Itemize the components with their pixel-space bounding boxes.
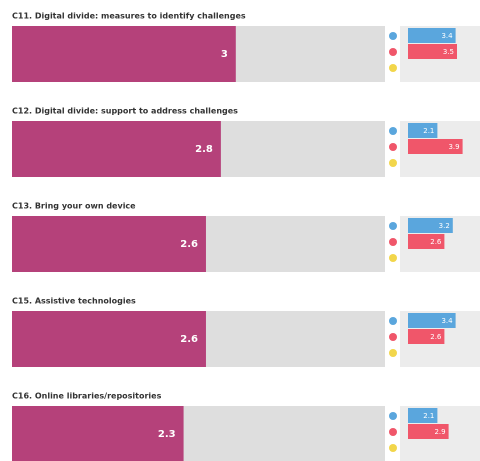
row-title: C16. Online libraries/repositories <box>12 392 162 401</box>
benchmark-bar <box>408 44 457 59</box>
benchmark-value: 3.4 <box>441 317 453 325</box>
benchmark-dot <box>389 317 397 325</box>
benchmark-bar <box>408 218 453 233</box>
benchmark-value: 3.4 <box>441 32 453 40</box>
bar <box>12 216 206 272</box>
bar-value: 2.8 <box>195 144 213 155</box>
benchmark-bar <box>408 329 445 344</box>
benchmark-dot <box>389 412 397 420</box>
benchmark-value: 2.9 <box>434 428 445 436</box>
benchmark-value: 3.5 <box>443 48 454 56</box>
benchmark-bar <box>408 424 449 439</box>
benchmark-dot <box>389 143 397 151</box>
benchmark-value: 3.2 <box>439 222 450 230</box>
benchmark-dot <box>389 254 397 262</box>
row-title: C12. Digital divide: support to address … <box>12 107 238 116</box>
benchmark-dot <box>389 428 397 436</box>
benchmark-dot <box>389 333 397 341</box>
bar <box>12 26 236 82</box>
benchmark-bar <box>408 313 456 328</box>
benchmark-bar <box>408 234 445 249</box>
benchmark-dot <box>389 349 397 357</box>
benchmark-bar <box>408 139 463 154</box>
row-title: C13. Bring your own device <box>12 202 136 211</box>
bar <box>12 121 221 177</box>
benchmark-dot <box>389 127 397 135</box>
benchmark-bar <box>408 28 456 43</box>
benchmark-value: 2.6 <box>430 238 442 246</box>
row-title: C15. Assistive technologies <box>12 297 136 306</box>
benchmark-value: 2.1 <box>423 127 434 135</box>
benchmark-dot <box>389 64 397 72</box>
benchmark-bar <box>408 408 438 423</box>
benchmark-value: 3.9 <box>448 143 459 151</box>
benchmark-dot <box>389 444 397 452</box>
bar <box>12 406 184 461</box>
benchmark-value: 2.1 <box>423 412 434 420</box>
bar-value: 2.6 <box>180 334 198 345</box>
benchmark-dot <box>389 222 397 230</box>
benchmark-value: 2.6 <box>430 333 442 341</box>
bar-value: 3 <box>221 49 228 60</box>
benchmark-dot <box>389 238 397 246</box>
benchmark-dot <box>389 48 397 56</box>
bar-value: 2.6 <box>180 239 198 250</box>
bar-value: 2.3 <box>158 429 176 440</box>
benchmark-dot <box>389 159 397 167</box>
row-title: C11. Digital divide: measures to identif… <box>12 12 246 21</box>
benchmark-bar <box>408 123 438 138</box>
benchmark-dot <box>389 32 397 40</box>
bar <box>12 311 206 367</box>
